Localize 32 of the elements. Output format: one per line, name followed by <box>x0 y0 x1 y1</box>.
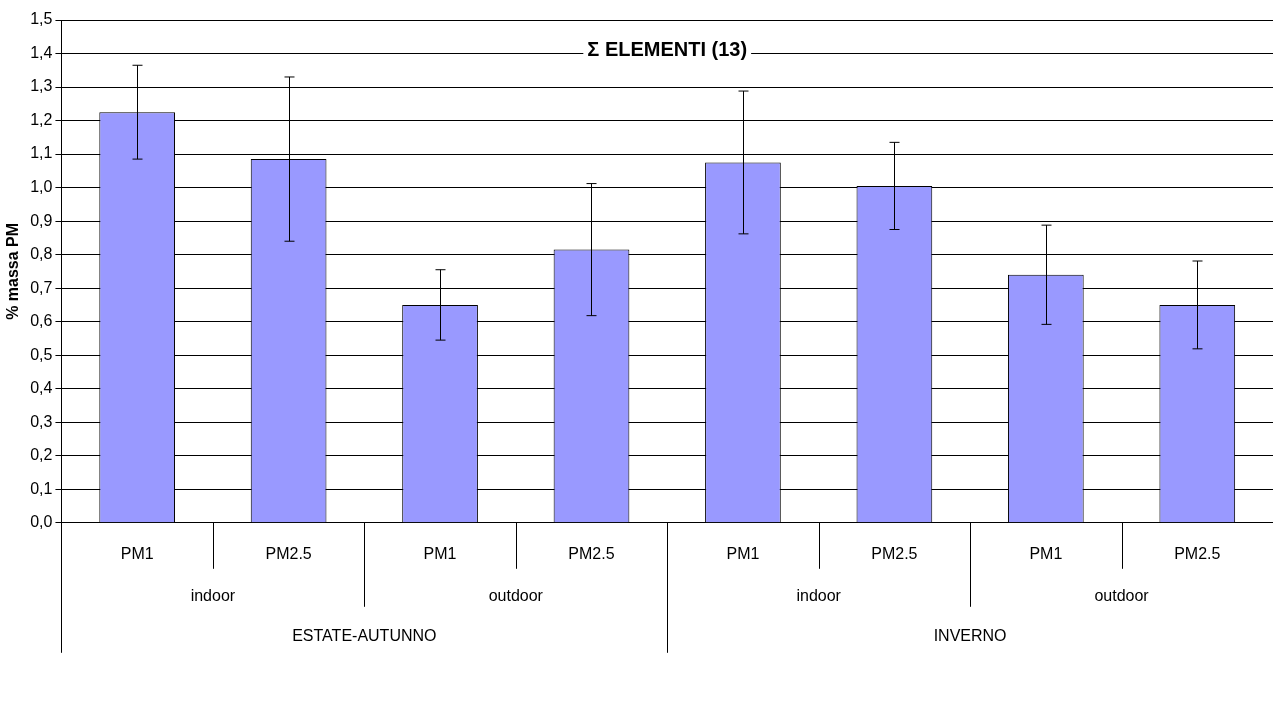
text: Σ ELEMENTI (13) <box>587 37 748 60</box>
text: indoor <box>796 587 842 605</box>
y-tick-label: 0,9 <box>30 211 53 229</box>
text: INVERNO <box>933 627 1007 645</box>
y-tick-label: 0,2 <box>30 446 53 464</box>
y-tick-label: 0,7 <box>30 278 53 296</box>
x-tick-label: PM1 <box>1029 544 1063 562</box>
y-tick-label: 1,0 <box>30 178 53 196</box>
y-tick-label: 0,1 <box>30 479 53 497</box>
text: outdoor <box>488 587 544 605</box>
x-tick-label: PM2.5 <box>1174 544 1221 562</box>
y-tick-label: 0,0 <box>30 513 53 531</box>
y-tick-label: 0,8 <box>30 245 53 263</box>
y-tick-label: 1,5 <box>30 10 53 28</box>
y-tick-label: 1,2 <box>30 110 53 128</box>
y-tick-label: 1,3 <box>30 77 53 95</box>
y-tick-label: 0,3 <box>30 412 53 430</box>
text: indoor <box>190 587 236 605</box>
text: ESTATE-AUTUNNO <box>292 627 437 645</box>
x-tick-label: PM1 <box>726 544 760 562</box>
x-tick-label: PM1 <box>423 544 457 562</box>
x-tick-label: PM2.5 <box>568 544 615 562</box>
y-axis-title: % massa PM <box>4 222 22 320</box>
y-tick-label: 0,4 <box>30 379 53 397</box>
y-tick-label: 0,5 <box>30 345 53 363</box>
y-tick-label: 1,1 <box>30 144 53 162</box>
y-tick-label: 1,4 <box>30 43 53 61</box>
y-tick-label: 0,6 <box>30 312 53 330</box>
x-tick-label: PM2.5 <box>871 544 918 562</box>
x-tick-label: PM2.5 <box>265 544 312 562</box>
text: outdoor <box>1094 587 1150 605</box>
x-tick-label: PM1 <box>120 544 154 562</box>
